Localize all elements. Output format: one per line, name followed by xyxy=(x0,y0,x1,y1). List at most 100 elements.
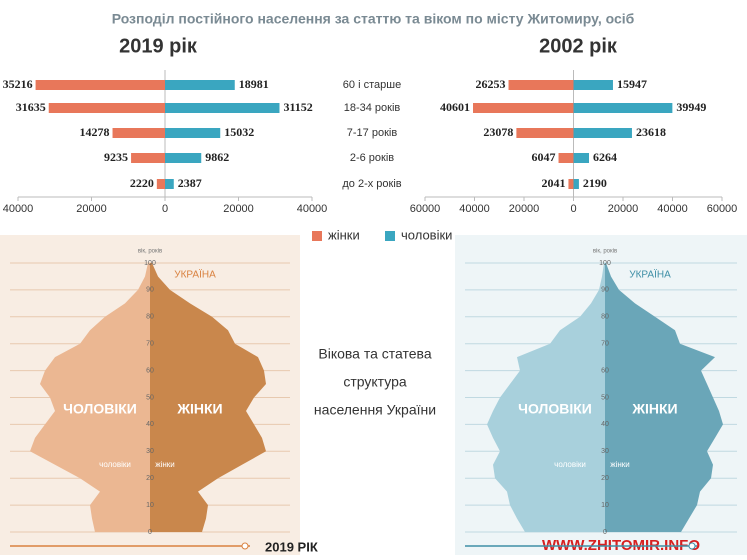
bar xyxy=(165,153,202,163)
x-tick-label: 40000 xyxy=(657,203,688,215)
bar xyxy=(573,153,590,163)
value-label: 2190 xyxy=(583,176,607,190)
y-tick-label: 10 xyxy=(601,502,609,509)
y-tick-label: 70 xyxy=(146,341,154,348)
women-silhouette xyxy=(605,263,723,532)
bar xyxy=(48,103,165,113)
y-tick-label: 60 xyxy=(601,367,609,374)
category-label: 18-34 років xyxy=(344,102,401,114)
center-text: населення України xyxy=(314,402,436,418)
value-label: 31635 xyxy=(16,100,46,114)
bar xyxy=(131,153,165,163)
men-silhouette xyxy=(30,263,150,532)
side-label: ЖІНКИ xyxy=(631,401,677,417)
y-tick-label: 0 xyxy=(148,529,152,536)
slider-knob xyxy=(241,542,249,550)
bar xyxy=(112,128,165,138)
bar xyxy=(165,80,235,90)
y-tick-label: 30 xyxy=(146,448,154,455)
axis-title: вік, років xyxy=(593,249,617,255)
x-tick-label: 40000 xyxy=(297,203,328,215)
men-silhouette xyxy=(487,263,605,532)
pyramid-2019 xyxy=(30,263,266,532)
x-tick-label: 0 xyxy=(162,203,168,215)
y-tick-label: 10 xyxy=(146,502,154,509)
bar xyxy=(573,103,673,113)
x-tick-label: 20000 xyxy=(76,203,107,215)
subtitle: 2002 рік xyxy=(539,35,618,57)
value-label: 2387 xyxy=(178,176,202,190)
y-tick-label: 90 xyxy=(146,287,154,294)
x-tick-label: 20000 xyxy=(223,203,254,215)
category-label: 2-6 років xyxy=(350,152,394,164)
main-title: Розподіл постійного населення за статтю … xyxy=(112,11,635,27)
y-tick-label: 60 xyxy=(146,367,154,374)
value-label: 6047 xyxy=(532,150,556,164)
y-tick-label: 40 xyxy=(146,421,154,428)
y-tick-label: 20 xyxy=(146,475,154,482)
bar xyxy=(573,80,613,90)
bar xyxy=(508,80,574,90)
y-tick-label: 30 xyxy=(601,448,609,455)
caption: 2019 РІК xyxy=(265,539,318,554)
side-label: ЧОЛОВІКИ xyxy=(63,401,137,417)
y-tick-label: 70 xyxy=(601,341,609,348)
slider-knob xyxy=(688,542,696,550)
y-tick-label: 100 xyxy=(599,260,611,267)
women-silhouette xyxy=(150,263,266,532)
value-label: 9235 xyxy=(104,150,128,164)
y-tick-label: 90 xyxy=(601,287,609,294)
x-tick-label: 20000 xyxy=(608,203,639,215)
x-tick-label: 20000 xyxy=(509,203,540,215)
center-text: структура xyxy=(343,374,407,390)
subtitle: 2019 рік xyxy=(119,35,198,57)
bar xyxy=(35,80,165,90)
y-tick-label: 50 xyxy=(601,394,609,401)
bar xyxy=(558,153,574,163)
category-label: 7-17 років xyxy=(347,127,398,139)
bar xyxy=(156,179,165,189)
legend-swatch xyxy=(385,231,395,241)
x-tick-label: 60000 xyxy=(707,203,738,215)
category-label: 60 і старше xyxy=(343,79,401,91)
bar xyxy=(473,103,574,113)
panel-title: УКРАЇНА xyxy=(629,269,671,281)
legend-label: жінки xyxy=(328,227,360,242)
bar xyxy=(165,128,221,138)
bar xyxy=(165,103,280,113)
pyramid-2002 xyxy=(487,263,723,532)
bar xyxy=(573,128,632,138)
side-label-small: чоловіки xyxy=(99,460,131,469)
value-label: 31152 xyxy=(283,100,312,114)
side-label-small: жінки xyxy=(610,460,630,469)
x-tick-label: 40000 xyxy=(459,203,490,215)
value-label: 9862 xyxy=(205,150,229,164)
value-label: 26253 xyxy=(476,77,506,91)
value-label: 18981 xyxy=(239,77,269,91)
value-label: 39949 xyxy=(676,100,706,114)
x-tick-label: 40000 xyxy=(3,203,34,215)
pyramid-shapes xyxy=(30,263,723,532)
y-tick-label: 80 xyxy=(146,314,154,321)
value-label: 6264 xyxy=(593,150,617,164)
bar xyxy=(568,179,574,189)
side-label: ЧОЛОВІКИ xyxy=(518,401,592,417)
y-tick-label: 100 xyxy=(144,260,156,267)
value-label: 15947 xyxy=(617,77,647,91)
bar xyxy=(165,179,174,189)
category-label: до 2-х років xyxy=(342,178,401,190)
y-tick-label: 50 xyxy=(146,394,154,401)
value-label: 2041 xyxy=(541,176,565,190)
value-label: 14278 xyxy=(80,125,110,139)
y-tick-label: 0 xyxy=(603,529,607,536)
panel-title: УКРАЇНА xyxy=(174,269,216,281)
center-text: Вікова та статева xyxy=(318,346,431,362)
value-label: 2220 xyxy=(130,176,154,190)
axis-title: вік, років xyxy=(138,249,162,255)
side-label-small: жінки xyxy=(155,460,175,469)
bar xyxy=(516,128,574,138)
value-label: 23618 xyxy=(636,125,666,139)
bar xyxy=(573,179,579,189)
y-tick-label: 20 xyxy=(601,475,609,482)
side-label-small: чоловіки xyxy=(554,460,586,469)
